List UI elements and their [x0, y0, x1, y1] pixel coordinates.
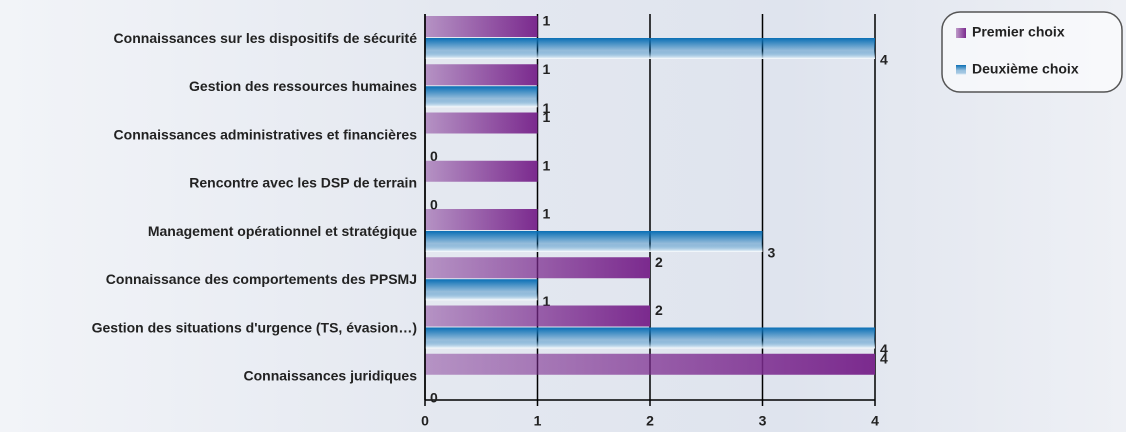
y-tick-label: Gestion des ressources humaines	[189, 78, 417, 94]
data-label: 1	[543, 206, 551, 222]
bar	[425, 38, 875, 59]
legend: Premier choix Deuxième choix	[941, 11, 1123, 93]
bar	[425, 279, 538, 301]
y-tick-label: Gestion des situations d'urgence (TS, év…	[92, 319, 417, 335]
bar	[425, 353, 875, 375]
bar	[425, 231, 763, 252]
bar	[425, 160, 538, 182]
legend-label: Premier choix	[972, 24, 1065, 40]
data-label: 4	[880, 341, 888, 357]
bar	[425, 209, 538, 230]
data-label: 1	[543, 100, 551, 116]
y-tick-label: Connaissances administratives et financi…	[114, 126, 418, 142]
y-tick-label: Connaissance des comportements des PPSMJ	[106, 271, 417, 287]
bar	[425, 305, 650, 327]
data-label: 4	[880, 350, 888, 366]
bar	[425, 327, 875, 349]
data-label: 1	[543, 293, 551, 309]
data-label: 3	[768, 245, 776, 261]
data-label: 1	[543, 13, 551, 29]
data-label: 1	[543, 109, 551, 125]
x-tick-label: 3	[759, 413, 767, 429]
y-tick-label: Connaissances sur les dispositifs de séc…	[114, 30, 418, 46]
legend-swatch	[956, 28, 966, 38]
data-label: 0	[430, 196, 438, 212]
bar	[425, 16, 538, 37]
x-tick-label: 2	[646, 413, 654, 429]
data-label: 0	[430, 389, 438, 405]
data-label: 0	[430, 148, 438, 164]
legend-label: Deuxième choix	[972, 61, 1079, 77]
x-tick-label: 1	[534, 413, 542, 429]
y-tick-label: Management opérationnel et stratégique	[148, 223, 417, 239]
data-label: 2	[655, 302, 663, 318]
data-label: 1	[543, 157, 551, 173]
data-label: 4	[880, 52, 888, 68]
bar	[425, 257, 650, 279]
y-tick-label: Connaissances juridiques	[244, 368, 418, 384]
data-label: 1	[543, 61, 551, 77]
bar	[425, 112, 538, 134]
legend-box	[941, 11, 1123, 93]
data-label: 2	[655, 254, 663, 270]
y-tick-label: Rencontre avec les DSP de terrain	[189, 175, 417, 191]
bar	[425, 86, 538, 108]
legend-swatch	[956, 65, 966, 75]
bar	[425, 64, 538, 86]
x-tick-label: 4	[871, 413, 879, 429]
x-tick-label: 0	[421, 413, 429, 429]
